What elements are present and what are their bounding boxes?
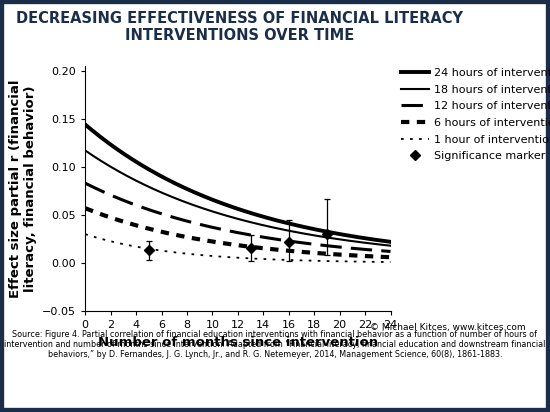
Text: Source: Figure 4. Partial correlation of financial education interventions with : Source: Figure 4. Partial correlation of… (4, 330, 546, 359)
Text: DECREASING EFFECTIVENESS OF FINANCIAL LITERACY
INTERVENTIONS OVER TIME: DECREASING EFFECTIVENESS OF FINANCIAL LI… (16, 11, 463, 43)
X-axis label: Number of months since intervention: Number of months since intervention (98, 336, 378, 349)
Y-axis label: Effect size partial r (financial
literacy, financial behavior): Effect size partial r (financial literac… (9, 79, 37, 298)
Legend: 24 hours of intervention, 18 hours of intervention, 12 hours of intervention, 6 : 24 hours of intervention, 18 hours of in… (397, 63, 550, 166)
Text: © Michael Kitces, www.kitces.com: © Michael Kitces, www.kitces.com (370, 323, 525, 332)
